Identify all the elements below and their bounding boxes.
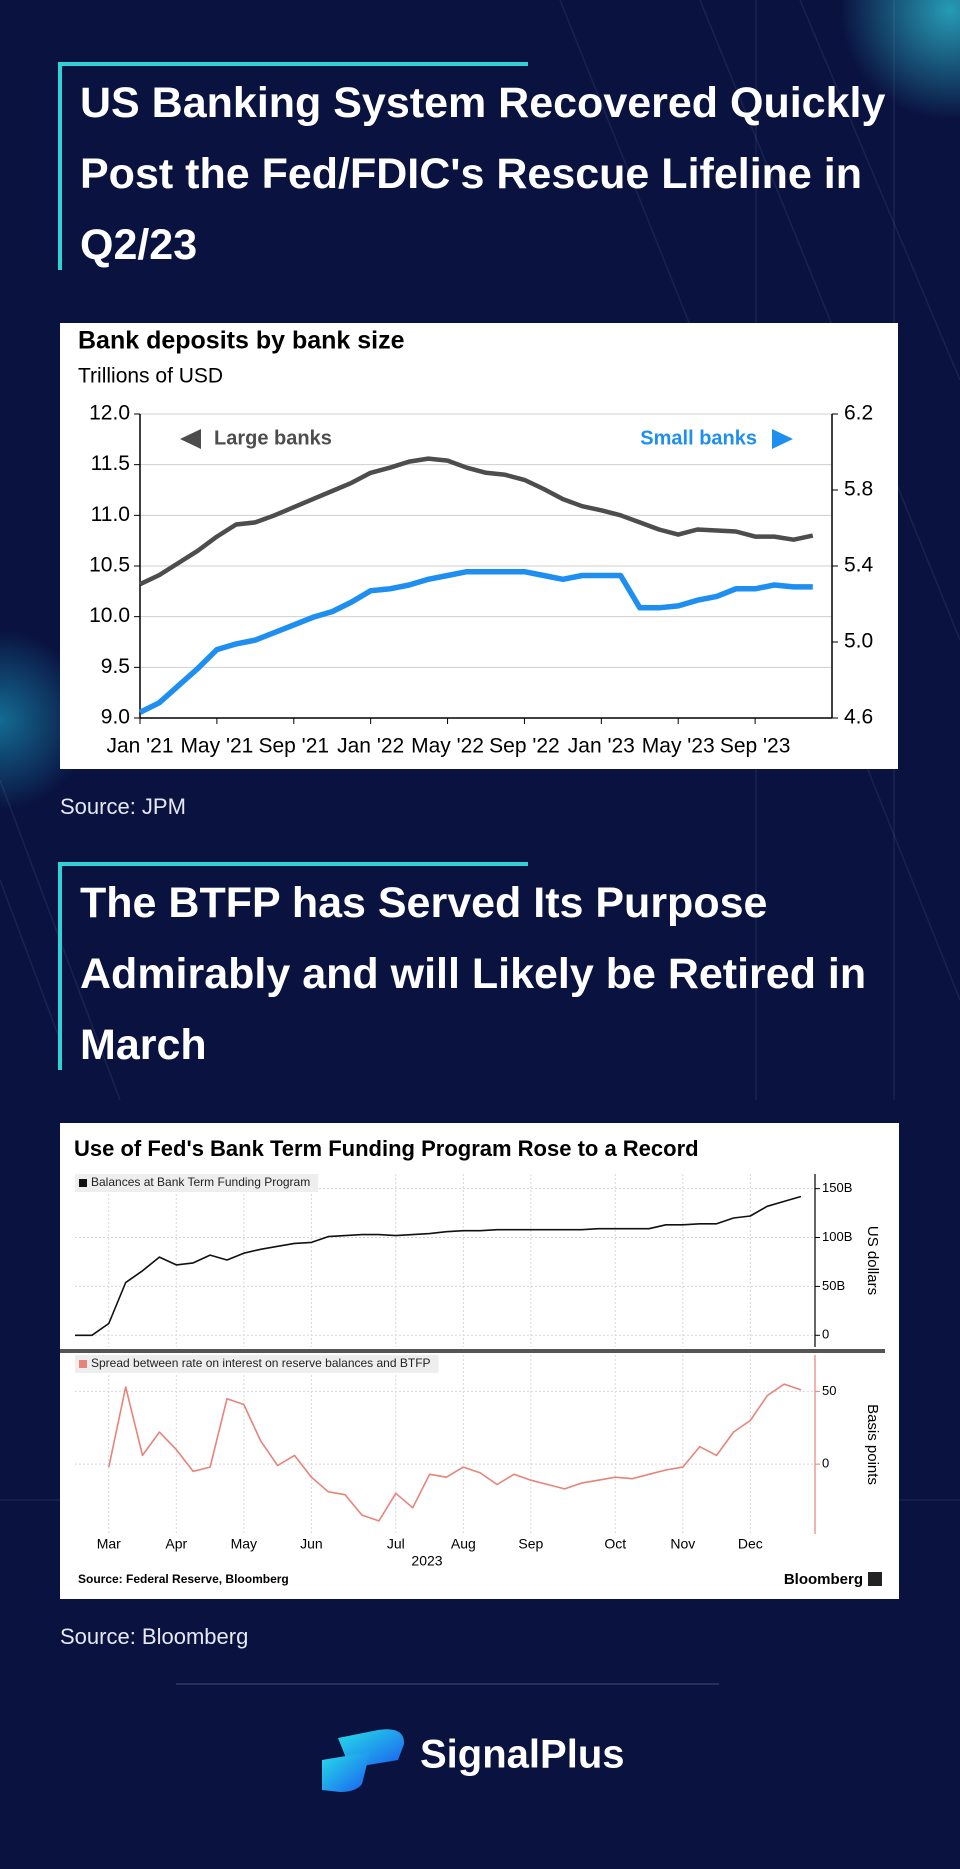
x-tick-label: Mar: [97, 1536, 121, 1552]
y-tick-label: 9.5: [101, 655, 130, 678]
accent: [58, 862, 62, 1070]
credit-icon: [868, 1572, 882, 1586]
x-tick-label: Apr: [165, 1536, 187, 1552]
legend-swatch: [79, 1179, 87, 1187]
y-tick-label: 11.5: [91, 452, 130, 475]
y2-tick-label: 5.0: [844, 630, 873, 653]
accent: [58, 62, 62, 270]
heading: The BTFP has Served Its Purpose Admirabl…: [80, 879, 867, 1069]
chart-card: Bank deposits by bank size Trillions of …: [60, 323, 898, 769]
logo-icon: [322, 1729, 405, 1792]
legend-label: Small banks: [640, 427, 757, 449]
y-tick-label: 50B: [822, 1278, 845, 1293]
y2-tick-label: 5.4: [844, 554, 874, 577]
chart-title: Bank deposits by bank size: [78, 327, 405, 355]
x-tick-label: Sep '23: [720, 735, 791, 758]
x-axis-label: 2023: [411, 1553, 442, 1569]
x-tick-label: Aug: [451, 1536, 476, 1552]
line: [75, 1195, 802, 1337]
y-tick-label: 10.0: [89, 604, 130, 627]
x-tick-label: May '22: [411, 735, 484, 758]
y2-tick-label: 4.6: [844, 706, 873, 729]
y-tick-label: 11.0: [91, 503, 130, 526]
y-tick-label: 150B: [822, 1180, 852, 1195]
y-tick-label: 9.0: [101, 706, 130, 729]
source: Source: Bloomberg: [60, 1624, 249, 1649]
chart-title: Use of Fed's Bank Term Funding Program R…: [74, 1136, 699, 1161]
legend-label: Balances at Bank Term Funding Program: [91, 1175, 310, 1189]
chart-subtitle: Trillions of USD: [78, 365, 223, 388]
x-tick-label: Jan '23: [568, 735, 635, 758]
x-tick-label: Jan '22: [337, 735, 404, 758]
x-tick-label: Sep '22: [489, 735, 560, 758]
chart-card: Use of Fed's Bank Term Funding Program R…: [60, 1123, 899, 1599]
y-tick-label: 100B: [822, 1229, 852, 1244]
accent: [58, 62, 528, 66]
y-axis-label: US dollars: [864, 1226, 881, 1295]
y-tick-label: 10.5: [89, 554, 130, 577]
x-tick-label: May: [231, 1536, 257, 1552]
legend-arrow: [180, 429, 201, 449]
y-tick-label: 50: [822, 1383, 836, 1398]
y-tick-label: 0: [822, 1327, 829, 1342]
chart: Bank deposits by bank size Trillions of …: [78, 327, 874, 758]
line: [138, 568, 813, 715]
accent: [58, 862, 528, 866]
y-tick-label: 12.0: [89, 402, 130, 425]
legend-label: Spread between rate on interest on reser…: [91, 1356, 431, 1370]
chart: Use of Fed's Bank Term Funding Program R…: [60, 1136, 885, 1588]
x-tick-label: Jan '21: [106, 735, 173, 758]
legend-box: [75, 1355, 439, 1373]
source: Source: JPM: [60, 794, 186, 819]
legend-box: [75, 1174, 319, 1192]
x-tick-label: Dec: [738, 1536, 763, 1552]
brand: SignalPlus: [420, 1733, 625, 1777]
y-axis-label: Basis points: [864, 1404, 881, 1485]
chart-source: Source: Federal Reserve, Bloomberg: [78, 1572, 289, 1586]
line: [139, 456, 814, 587]
y2-tick-label: 6.2: [844, 402, 873, 425]
y2-tick-label: 5.8: [844, 478, 873, 501]
legend-arrow: [772, 429, 793, 449]
x-tick-label: Jul: [387, 1536, 405, 1552]
x-tick-label: May '23: [642, 735, 715, 758]
x-tick-label: Sep '21: [258, 735, 329, 758]
legend-swatch: [79, 1360, 87, 1368]
legend-label: Large banks: [214, 427, 332, 449]
y-tick-label: 0: [822, 1456, 829, 1471]
x-tick-label: Sep: [518, 1536, 543, 1552]
heading: US Banking System Recovered Quickly Post…: [80, 79, 886, 269]
x-tick-label: Oct: [604, 1536, 626, 1552]
line: [108, 1383, 802, 1522]
x-tick-label: May '21: [180, 735, 253, 758]
x-tick-label: Nov: [670, 1536, 695, 1552]
chart-credit: Bloomberg: [784, 1571, 863, 1588]
x-tick-label: Jun: [300, 1536, 323, 1552]
